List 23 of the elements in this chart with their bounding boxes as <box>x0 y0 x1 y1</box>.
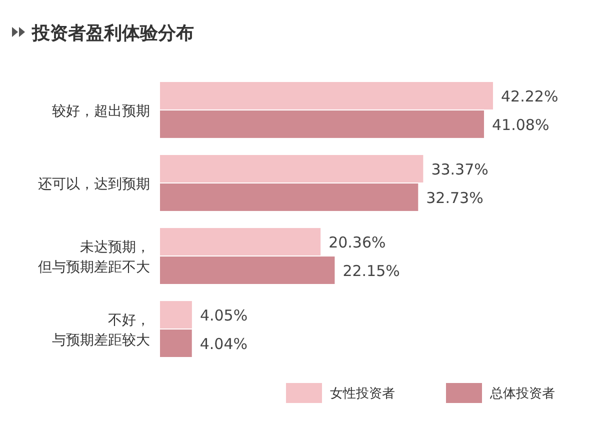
data-label: 42.22% <box>501 87 558 106</box>
bar <box>160 155 424 182</box>
bar <box>160 256 335 284</box>
legend-label: 总体投资者 <box>489 386 555 402</box>
data-label: 32.73% <box>426 188 484 207</box>
y-tick-label: 不好，与预期差距较大 <box>52 312 150 348</box>
bar <box>160 301 192 329</box>
bar <box>160 228 321 256</box>
chart-title: 投资者盈利体验分布 <box>31 23 194 44</box>
data-label: 22.15% <box>342 262 400 280</box>
y-tick-label: 较好，超出预期 <box>52 103 150 120</box>
bar <box>160 82 493 110</box>
data-label: 4.05% <box>200 306 248 325</box>
data-label: 33.37% <box>431 160 488 179</box>
bar <box>160 330 192 357</box>
bar <box>160 183 418 211</box>
y-tick-label: 还可以，达到预期 <box>38 176 150 192</box>
data-label: 41.08% <box>492 116 550 134</box>
y-tick-label: 未达预期，但与预期差距不大 <box>38 239 150 276</box>
bar <box>160 110 484 138</box>
data-label: 4.04% <box>200 335 248 354</box>
data-label: 20.36% <box>328 234 386 252</box>
legend-label: 女性投资者 <box>330 386 395 402</box>
